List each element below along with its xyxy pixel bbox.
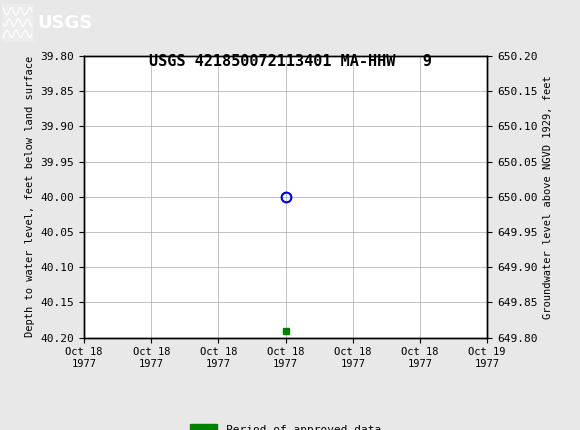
Text: USGS 421850072113401 MA-HHW   9: USGS 421850072113401 MA-HHW 9 — [148, 54, 432, 69]
Text: USGS: USGS — [38, 14, 93, 31]
Y-axis label: Depth to water level, feet below land surface: Depth to water level, feet below land su… — [25, 56, 35, 338]
Y-axis label: Groundwater level above NGVD 1929, feet: Groundwater level above NGVD 1929, feet — [543, 75, 553, 319]
Legend: Period of approved data: Period of approved data — [185, 420, 386, 430]
FancyBboxPatch shape — [2, 3, 34, 42]
